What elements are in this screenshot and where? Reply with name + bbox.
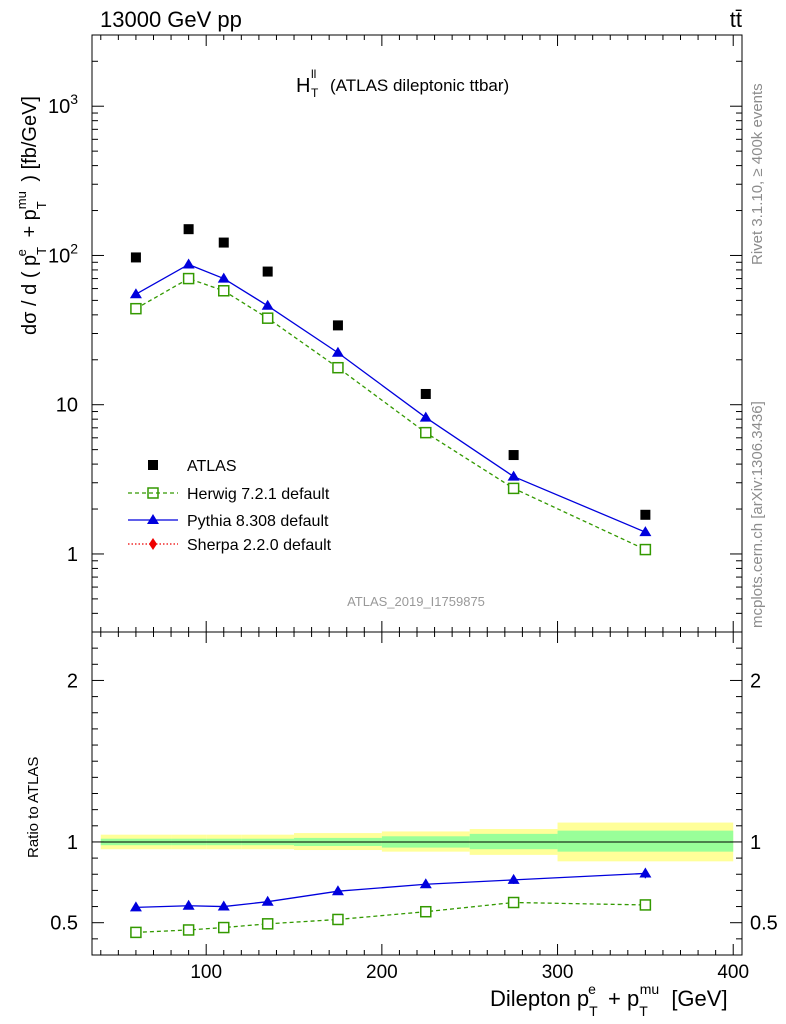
legend-sherpa-label: Sherpa 2.2.0 default <box>187 537 332 554</box>
svg-text:dσ / d ( pTe + pTmu ) [fb/GeV]: dσ / d ( pTe + pTmu ) [fb/GeV] <box>14 96 49 335</box>
ratio-y-tick-label-right: 0.5 <box>750 913 778 935</box>
legend-atlas-label: ATLAS <box>187 458 237 475</box>
legend-sherpa-marker <box>149 538 157 550</box>
herwig-main-point <box>261 312 274 324</box>
atlas-data-point <box>130 252 141 263</box>
rivet-label: Rivet 3.1.10, ≥ 400k events <box>749 83 766 265</box>
ratio-y-tick-label-left: 0.5 <box>50 913 78 935</box>
pythia-ratio-point <box>419 878 432 889</box>
atlas-data-point <box>262 266 273 277</box>
herwig-ratio-point <box>218 921 230 934</box>
herwig-main-point <box>639 543 652 556</box>
herwig-ratio-line <box>135 901 646 934</box>
pythia-main-point <box>419 411 432 422</box>
atlas-data-point <box>332 320 343 331</box>
herwig-ratio-point <box>332 913 344 926</box>
pythia-ratio-point <box>217 900 230 911</box>
legend: ATLAS Herwig 7.2.1 default Pythia 8.308 … <box>128 458 332 554</box>
herwig-main-point <box>130 302 142 315</box>
svg-text:Dilepton pTe + pTmu [GeV]: Dilepton pTe + pTmu [GeV] <box>490 981 728 1019</box>
x-tick-label: 300 <box>542 962 574 983</box>
ratio-y-axis-label: Ratio to ATLAS <box>25 757 42 858</box>
herwig-ratio-point <box>639 899 652 911</box>
main-title-superscript: ll <box>311 67 316 81</box>
process-label: tt̄ <box>730 7 742 32</box>
herwig-main-point <box>507 482 520 495</box>
pythia-main-point <box>217 272 230 283</box>
pythia-ratio-point <box>261 895 274 906</box>
herwig-ratio-point <box>130 926 142 939</box>
x-tick-label: 400 <box>717 962 749 983</box>
ratio-y-tick-label-right: 1 <box>750 832 761 854</box>
main-y-tick-label: 103 <box>48 91 78 118</box>
herwig-main-point <box>332 361 344 374</box>
pythia-main-point <box>639 526 652 537</box>
ratio-y-tick-label-left: 2 <box>67 670 78 692</box>
main-title-text: (ATLAS dileptonic ttbar) <box>330 76 509 95</box>
legend-atlas-marker <box>148 460 158 470</box>
atlas-data-point <box>420 388 431 399</box>
analysis-id: ATLAS_2019_I1759875 <box>347 594 485 609</box>
herwig-main-point <box>218 285 230 297</box>
main-title-subscript: T <box>311 86 319 100</box>
herwig-ratio-point <box>507 896 520 909</box>
atlas-data-point <box>508 450 519 461</box>
x-axis-label: Dilepton pTe + pTmu [GeV] <box>490 981 728 1019</box>
pythia-main-line <box>135 263 646 533</box>
legend-pythia-label: Pythia 8.308 default <box>187 513 329 530</box>
x-tick-label: 200 <box>366 962 398 983</box>
legend-pythia-marker <box>147 514 159 524</box>
main-ylabel-text: dσ / d ( p <box>19 255 41 335</box>
atlas-data-point <box>640 509 651 520</box>
legend-herwig-marker <box>147 487 159 499</box>
herwig-ratio-point <box>261 918 274 930</box>
pythia-main-point <box>331 346 344 357</box>
main-title-symbol: H <box>296 75 310 97</box>
legend-herwig-label: Herwig 7.2.1 default <box>187 486 330 503</box>
main-y-tick-label: 10 <box>56 395 78 417</box>
main-y-tick-label: 102 <box>48 240 78 267</box>
ratio-band-inner <box>557 830 734 852</box>
herwig-ratio-point <box>182 924 195 936</box>
pythia-ratio-point <box>639 867 652 878</box>
pythia-main-point <box>507 470 520 481</box>
pythia-main-point <box>182 258 195 269</box>
herwig-main-line <box>135 277 646 551</box>
herwig-main-point <box>182 272 195 285</box>
ratio-y-tick-label-left: 1 <box>67 832 78 854</box>
herwig-ratio-point <box>420 905 432 918</box>
pythia-ratio-line <box>135 872 646 909</box>
pythia-main-point <box>261 299 274 310</box>
herwig-main-point <box>420 426 432 439</box>
energy-label: 13000 GeV pp <box>100 7 242 32</box>
x-tick-label: 100 <box>190 962 222 983</box>
main-title: H ll T (ATLAS dileptonic ttbar) <box>296 67 509 100</box>
main-y-axis-label: dσ / d ( pTe + pTmu ) [fb/GeV] <box>14 96 49 335</box>
mcplots-label: mcplots.cern.ch [arXiv:1306.3436] <box>749 401 766 628</box>
pythia-ratio-point <box>129 901 142 912</box>
main-y-tick-label: 1 <box>67 544 78 566</box>
xlabel-text: Dilepton p <box>490 986 589 1011</box>
pythia-main-point <box>129 288 142 299</box>
atlas-data-point <box>183 224 194 235</box>
pythia-ratio-point <box>507 873 520 884</box>
pythia-ratio-point <box>182 899 195 910</box>
ratio-y-tick-label-right: 2 <box>750 670 761 692</box>
atlas-data-point <box>218 237 229 248</box>
pythia-ratio-point <box>331 885 344 896</box>
